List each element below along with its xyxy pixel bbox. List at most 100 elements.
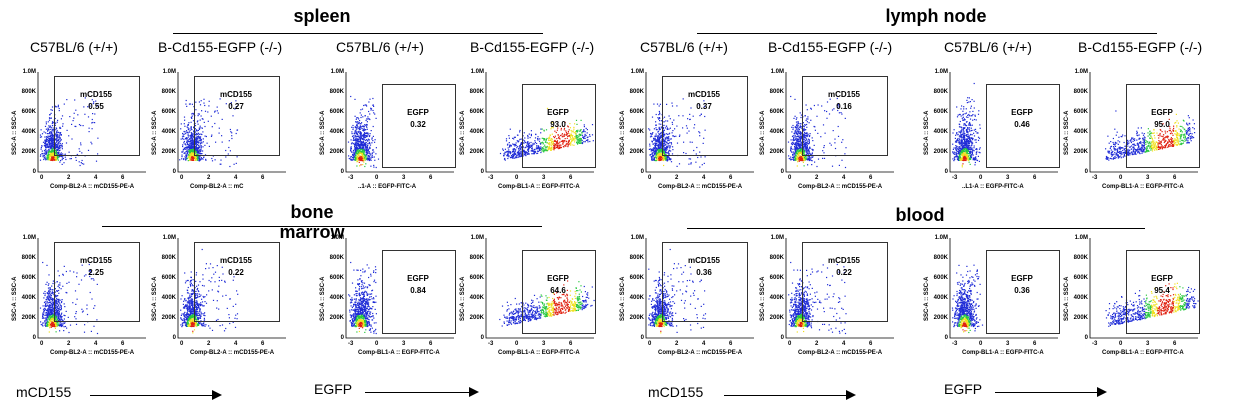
event-dot bbox=[196, 138, 198, 140]
event-dot bbox=[524, 147, 526, 149]
event-dot bbox=[369, 146, 371, 148]
event-dot bbox=[528, 153, 530, 155]
event-dot bbox=[185, 159, 187, 161]
event-dot bbox=[812, 155, 814, 157]
event-dot bbox=[659, 142, 661, 144]
event-dot bbox=[799, 146, 801, 148]
event-dot bbox=[662, 139, 665, 141]
event-dot bbox=[658, 147, 660, 149]
event-dot bbox=[963, 129, 965, 131]
event-dot bbox=[806, 141, 808, 144]
event-dot bbox=[963, 136, 966, 138]
event-dot bbox=[659, 146, 661, 149]
event-dot bbox=[540, 142, 542, 144]
event-dot bbox=[230, 131, 232, 133]
event-dot bbox=[570, 135, 572, 137]
event-dot bbox=[218, 127, 220, 129]
event-dot bbox=[50, 159, 52, 161]
event-dot bbox=[806, 126, 808, 128]
event-dot bbox=[56, 139, 58, 142]
event-dot bbox=[793, 143, 795, 145]
event-dot bbox=[667, 155, 669, 157]
event-dot bbox=[50, 146, 52, 148]
event-dot bbox=[360, 135, 362, 137]
event-dot bbox=[57, 139, 59, 141]
event-dot bbox=[666, 155, 668, 157]
event-dot bbox=[655, 140, 657, 142]
event-dot bbox=[530, 135, 532, 137]
event-dot bbox=[569, 123, 571, 125]
event-dot bbox=[361, 141, 363, 144]
event-dot bbox=[963, 106, 965, 108]
event-dot bbox=[49, 131, 51, 133]
event-dot bbox=[504, 159, 506, 161]
event-dot bbox=[666, 133, 669, 135]
event-dot bbox=[352, 154, 354, 156]
event-dot bbox=[676, 165, 678, 167]
event-dot bbox=[797, 136, 799, 138]
event-dot bbox=[662, 138, 664, 140]
event-dot bbox=[358, 129, 360, 131]
event-dot bbox=[660, 137, 662, 139]
event-dot bbox=[351, 142, 353, 144]
event-dot bbox=[803, 152, 805, 154]
event-dot bbox=[352, 124, 354, 127]
event-dot bbox=[979, 152, 981, 154]
event-dot bbox=[792, 148, 794, 150]
event-dot bbox=[184, 131, 186, 133]
event-dot bbox=[360, 127, 362, 129]
event-dot bbox=[187, 151, 189, 153]
section-title-spleen: spleen bbox=[293, 6, 351, 26]
event-dot bbox=[65, 158, 67, 161]
event-dot bbox=[651, 158, 653, 160]
event-dot bbox=[363, 134, 365, 136]
event-dot bbox=[198, 157, 200, 160]
event-dot bbox=[960, 144, 962, 146]
event-dot bbox=[690, 162, 692, 164]
event-dot bbox=[366, 105, 368, 107]
event-dot bbox=[187, 131, 189, 134]
event-dot bbox=[514, 150, 516, 152]
event-dot bbox=[50, 144, 52, 147]
event-dot bbox=[515, 145, 517, 147]
event-dot bbox=[193, 157, 196, 159]
event-dot bbox=[651, 116, 654, 118]
event-dot bbox=[377, 158, 380, 160]
event-dot bbox=[47, 139, 49, 141]
event-dot bbox=[55, 159, 58, 161]
event-dot bbox=[363, 104, 365, 107]
event-dot bbox=[661, 154, 663, 156]
event-dot bbox=[186, 147, 188, 149]
event-dot bbox=[657, 146, 659, 148]
event-dot bbox=[41, 152, 43, 155]
event-dot bbox=[668, 150, 670, 152]
event-dot bbox=[186, 105, 188, 107]
event-dot bbox=[650, 132, 652, 135]
event-dot bbox=[562, 143, 564, 145]
event-dot bbox=[187, 152, 189, 154]
event-dot bbox=[181, 156, 183, 158]
event-dot bbox=[793, 159, 795, 161]
event-dot bbox=[195, 149, 197, 151]
event-dot bbox=[651, 133, 653, 135]
event-dot bbox=[362, 140, 364, 142]
event-dot bbox=[197, 147, 199, 149]
event-dot bbox=[354, 154, 356, 156]
event-dot bbox=[807, 116, 809, 118]
event-dot bbox=[795, 155, 797, 157]
event-dot bbox=[365, 152, 367, 154]
event-dot bbox=[973, 82, 975, 85]
event-dot bbox=[522, 142, 524, 144]
event-dot bbox=[668, 115, 670, 117]
event-dot bbox=[524, 137, 526, 139]
event-dot bbox=[50, 136, 52, 139]
event-dot bbox=[965, 159, 967, 161]
event-dot bbox=[186, 153, 188, 155]
event-dot bbox=[963, 123, 965, 125]
event-dot bbox=[355, 136, 357, 138]
event-dot bbox=[359, 125, 361, 127]
event-dot bbox=[662, 153, 664, 155]
event-dot bbox=[977, 113, 980, 115]
event-dot bbox=[796, 158, 798, 160]
event-dot bbox=[562, 125, 564, 127]
